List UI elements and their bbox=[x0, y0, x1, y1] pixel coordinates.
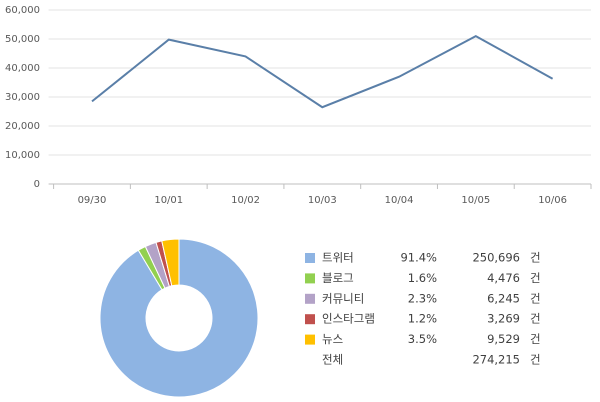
legend-name: 트위터 bbox=[322, 251, 354, 265]
legend-unit: 건 bbox=[530, 332, 541, 346]
x-tick-label: 10/04 bbox=[385, 195, 414, 206]
legend-percent: 91.4% bbox=[400, 251, 437, 265]
legend-name: 인스타그램 bbox=[322, 312, 375, 326]
legend-unit: 건 bbox=[530, 251, 541, 265]
y-tick-label: 20,000 bbox=[5, 121, 40, 132]
y-tick-label: 50,000 bbox=[5, 34, 40, 45]
legend-swatch bbox=[305, 253, 315, 263]
x-tick-label: 10/01 bbox=[154, 195, 183, 206]
legend-name: 커뮤니티 bbox=[322, 291, 364, 305]
legend-unit: 건 bbox=[530, 271, 541, 285]
legend-name: 블로그 bbox=[322, 271, 354, 285]
x-tick-label: 10/06 bbox=[538, 195, 567, 206]
x-tick-label: 10/03 bbox=[308, 195, 337, 206]
legend-count: 3,269 bbox=[487, 312, 520, 326]
y-tick-label: 40,000 bbox=[5, 63, 40, 74]
legend-swatch bbox=[305, 314, 315, 325]
legend-percent: 3.5% bbox=[408, 332, 437, 346]
legend-count: 9,529 bbox=[487, 332, 520, 346]
x-tick-label: 09/30 bbox=[78, 195, 107, 206]
legend-swatch bbox=[305, 293, 315, 304]
total-label: 전체 bbox=[322, 353, 343, 367]
legend-count: 4,476 bbox=[487, 271, 520, 285]
legend-unit: 건 bbox=[530, 312, 541, 326]
legend-name: 뉴스 bbox=[322, 332, 343, 346]
x-tick-label: 10/05 bbox=[461, 195, 490, 206]
y-tick-label: 10,000 bbox=[5, 150, 40, 161]
y-tick-label: 0 bbox=[34, 179, 40, 190]
legend-count: 250,696 bbox=[472, 251, 520, 265]
legend-swatch bbox=[305, 334, 315, 345]
legend-count: 6,245 bbox=[487, 291, 520, 305]
donut-slice bbox=[99, 238, 259, 398]
legend-unit: 건 bbox=[530, 291, 541, 305]
donut-slice bbox=[161, 238, 180, 287]
total-count: 274,215 bbox=[472, 353, 520, 367]
y-tick-label: 60,000 bbox=[5, 5, 40, 16]
legend-percent: 2.3% bbox=[408, 291, 437, 305]
legend-unit: 건 bbox=[530, 353, 541, 367]
x-tick-label: 10/02 bbox=[231, 195, 260, 206]
y-tick-label: 30,000 bbox=[5, 92, 40, 103]
line-series bbox=[91, 34, 554, 109]
legend-percent: 1.2% bbox=[408, 312, 437, 326]
legend-swatch bbox=[305, 273, 315, 284]
legend-percent: 1.6% bbox=[408, 271, 437, 285]
